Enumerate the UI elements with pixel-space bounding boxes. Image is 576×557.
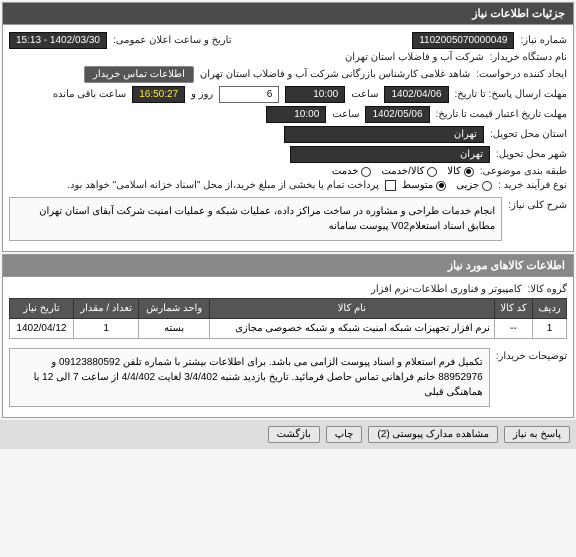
location-label: استان محل تحویل:	[490, 129, 567, 140]
attachments-button[interactable]: مشاهده مدارک پیوستی (2)	[368, 426, 498, 443]
validity-label: مهلت تاریخ اعتبار قیمت تا تاریخ:	[436, 109, 567, 120]
footer-toolbar: پاسخ به نیاز مشاهده مدارک پیوستی (2) چاپ…	[0, 420, 576, 449]
category-radio-group: کالا کالا/خدمت خدمت	[332, 166, 474, 177]
radio-dot-icon	[436, 181, 446, 191]
cell-unit: بسته	[139, 319, 209, 339]
need-no-value: 1102005070000049	[412, 32, 514, 49]
cell-idx: 1	[533, 319, 567, 339]
validity-date: 1402/05/06	[365, 106, 429, 123]
announce-value: 1402/03/30 - 15:13	[9, 32, 107, 49]
announce-label: تاریخ و ساعت اعلان عمومی:	[113, 35, 232, 46]
location-province: تهران	[284, 126, 484, 143]
days-label: روز و	[191, 89, 213, 100]
radio-dot-icon	[482, 181, 492, 191]
back-button[interactable]: بازگشت	[268, 426, 320, 443]
cat-goodservice-label: کالا/خدمت	[381, 166, 424, 177]
treasury-checkbox[interactable]	[385, 180, 396, 191]
category-service-radio[interactable]: خدمت	[332, 166, 372, 177]
group-label: گروه کالا:	[528, 284, 567, 295]
creator-value: شاهد غلامی کارشناس بازرگانی شرکت آب و فا…	[200, 69, 470, 80]
print-button[interactable]: چاپ	[326, 426, 363, 443]
panel-body: شماره نیاز: 1102005070000049 تاریخ و ساع…	[3, 25, 573, 251]
cat-service-label: خدمت	[332, 166, 359, 177]
radio-dot-icon	[464, 167, 474, 177]
main-desc-label: شرح کلی نیاز:	[508, 194, 567, 211]
th-name: نام کالا	[209, 299, 494, 319]
category-goods-radio[interactable]: کالا	[447, 166, 474, 177]
th-date: تاریخ نیاز	[10, 299, 74, 319]
group-value: کامپیوتر و فناوری اطلاعات-نرم افزار	[371, 284, 522, 295]
proc-low-label: جزیی	[456, 180, 479, 191]
main-desc-text: انجام خدمات طراحی و مشاوره در ساخت مراکز…	[9, 197, 502, 241]
buyer-note-label: توضیحات خریدار:	[496, 345, 567, 362]
contact-button[interactable]: اطلاعات تماس خریدار	[84, 66, 194, 83]
payment-note: پرداخت تمام یا بخشی از مبلغ خرید،از محل …	[67, 180, 379, 191]
city-label: شهر محل تحویل:	[496, 149, 567, 160]
radio-dot-icon	[361, 167, 371, 177]
process-mid-radio[interactable]: متوسط	[402, 180, 446, 191]
buyer-org-value: شرکت آب و فاضلاب استان تهران	[345, 52, 484, 63]
city-value: تهران	[290, 146, 490, 163]
cell-code: --	[494, 319, 532, 339]
remain-label: ساعت باقی مانده	[53, 89, 126, 100]
table-row[interactable]: 1 -- نرم افزار تجهیزات شبکه امنیت شبکه و…	[10, 319, 567, 339]
panel-title: جزئیات اطلاعات نیاز	[3, 3, 573, 25]
th-unit: واحد شمارش	[139, 299, 209, 319]
process-low-radio[interactable]: جزیی	[456, 180, 492, 191]
deadline-time: 10:00	[285, 86, 345, 103]
cell-date: 1402/04/12	[10, 319, 74, 339]
category-label: طبقه بندی موضوعی:	[480, 166, 567, 177]
days-remain: 6	[219, 86, 279, 103]
need-details-panel: جزئیات اطلاعات نیاز شماره نیاز: 11020050…	[2, 2, 574, 252]
cell-qty: 1	[73, 319, 139, 339]
validity-time: 10:00	[266, 106, 326, 123]
countdown-timer: 16:50:27	[132, 86, 185, 103]
process-label: نوع فرآیند خرید :	[498, 180, 567, 191]
process-radio-group: جزیی متوسط	[402, 180, 492, 191]
reply-button[interactable]: پاسخ به نیاز	[504, 426, 570, 443]
th-code: کد کالا	[494, 299, 532, 319]
cat-goods-label: کالا	[447, 166, 461, 177]
table-header-row: ردیف کد کالا نام کالا واحد شمارش تعداد /…	[10, 299, 567, 319]
deadline-label: مهلت ارسال پاسخ: تا تاریخ:	[455, 89, 567, 100]
buyer-org-label: نام دستگاه خریدار:	[490, 52, 567, 63]
goods-panel-title: اطلاعات کالاهای مورد نیاز	[3, 255, 573, 277]
goods-panel: اطلاعات کالاهای مورد نیاز گروه کالا: کام…	[2, 254, 574, 418]
validity-time-label: ساعت	[332, 109, 359, 120]
need-no-label: شماره نیاز:	[520, 35, 567, 46]
buyer-note-text: تکمیل فرم استعلام و اسناد پیوست الزامی م…	[9, 348, 490, 407]
th-row: ردیف	[533, 299, 567, 319]
creator-label: ایجاد کننده درخواست:	[476, 69, 567, 80]
cell-name: نرم افزار تجهیزات شبکه امنیت شبکه و شبکه…	[209, 319, 494, 339]
th-qty: تعداد / مقدار	[73, 299, 139, 319]
deadline-time-label: ساعت	[351, 89, 378, 100]
radio-dot-icon	[427, 167, 437, 177]
goods-table: ردیف کد کالا نام کالا واحد شمارش تعداد /…	[9, 298, 567, 339]
deadline-date: 1402/04/06	[384, 86, 448, 103]
category-goodservice-radio[interactable]: کالا/خدمت	[381, 166, 437, 177]
goods-panel-body: گروه کالا: کامپیوتر و فناوری اطلاعات-نرم…	[3, 277, 573, 417]
proc-mid-label: متوسط	[402, 180, 433, 191]
